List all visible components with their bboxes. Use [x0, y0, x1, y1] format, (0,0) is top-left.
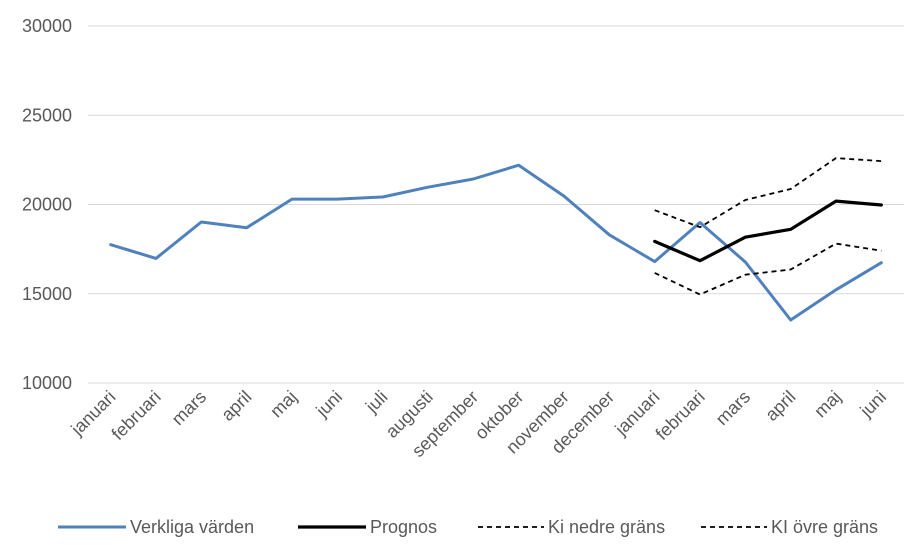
y-tick-label: 20000 — [22, 195, 72, 215]
legend-label-0: Verkliga värden — [130, 517, 254, 537]
legend-label-1: Prognos — [370, 517, 437, 537]
y-tick-label: 10000 — [22, 373, 72, 393]
x-tick-label: februari — [108, 387, 165, 444]
series-line-2 — [654, 242, 882, 296]
series-lines — [109, 157, 883, 322]
x-tick-label: juni — [855, 387, 890, 422]
x-tick-label: mars — [168, 387, 210, 429]
y-axis-tick-labels: 10000 15000 20000 25000 30000 — [22, 16, 72, 393]
y-tick-label: 30000 — [22, 16, 72, 36]
x-tick-label: maj — [810, 387, 845, 422]
legend-label-2: Ki nedre gräns — [548, 517, 665, 537]
x-tick-label: juli — [361, 387, 391, 417]
series-line-0 — [109, 163, 883, 322]
legend: Verkliga värden Prognos Ki nedre gräns KI ö… — [58, 517, 878, 537]
x-tick-label: juni — [311, 387, 346, 422]
legend-label-3: KI övre gräns — [771, 517, 878, 537]
y-tick-label: 15000 — [22, 284, 72, 304]
x-tick-label: april — [217, 387, 255, 425]
x-tick-label: april — [761, 387, 799, 425]
x-tick-label: mars — [712, 387, 754, 429]
y-tick-label: 25000 — [22, 105, 72, 125]
x-tick-label: februari — [652, 387, 709, 444]
x-tick-label: maj — [266, 387, 301, 422]
series-line-3 — [654, 157, 882, 229]
gridlines — [88, 25, 904, 384]
series-line-1 — [653, 199, 883, 263]
